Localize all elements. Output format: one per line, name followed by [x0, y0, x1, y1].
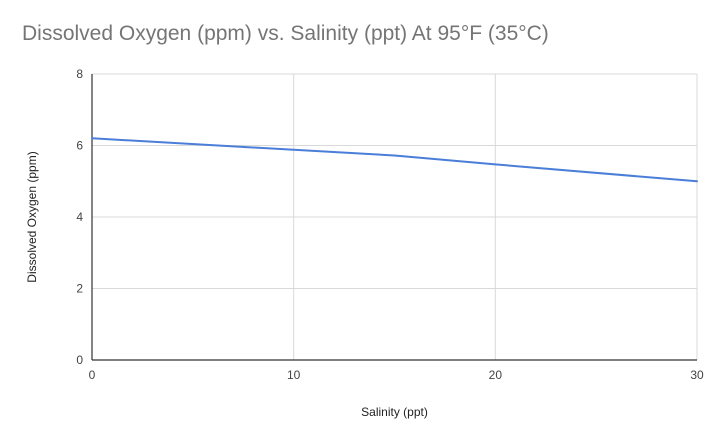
series-line — [91, 137, 698, 183]
x-tick-label: 20 — [489, 368, 503, 382]
x-axis-title: Salinity (ppt) — [361, 405, 428, 419]
y-tick-label: 6 — [76, 139, 83, 153]
y-tick-label: 0 — [76, 353, 83, 367]
x-tick-label: 10 — [287, 368, 301, 382]
grid-lines — [92, 73, 698, 360]
y-tick-label: 8 — [76, 67, 83, 81]
tick-labels: 0 10 20 30 0 2 4 6 8 — [76, 67, 704, 382]
y-tick-label: 4 — [76, 210, 83, 224]
series-layer — [91, 137, 698, 183]
x-tick-label: 0 — [89, 368, 96, 382]
axes — [91, 74, 697, 361]
x-tick-label: 30 — [690, 368, 704, 382]
y-axis-title: Dissolved Oxygen (ppm) — [25, 151, 39, 282]
y-tick-label: 2 — [76, 282, 83, 296]
chart-title: Dissolved Oxygen (ppm) vs. Salinity (ppt… — [22, 22, 549, 45]
